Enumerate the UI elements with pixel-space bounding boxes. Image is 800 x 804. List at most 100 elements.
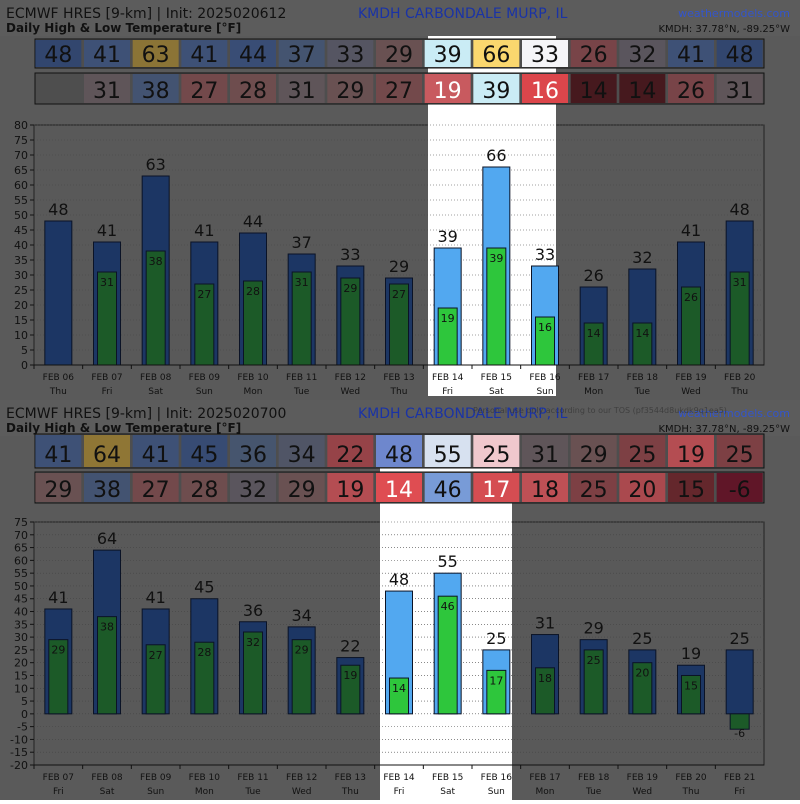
y-tick-label: 50 bbox=[14, 209, 28, 222]
low-strip-cell bbox=[668, 473, 714, 502]
y-tick-label: 0 bbox=[21, 708, 28, 721]
x-day-label: Thu bbox=[341, 787, 359, 797]
x-day-label: Sat bbox=[100, 787, 115, 797]
high-bar bbox=[44, 220, 73, 366]
y-tick-label: 70 bbox=[14, 529, 28, 542]
x-tick-label: FEB 21 bbox=[724, 773, 755, 783]
x-day-label: Sat bbox=[148, 387, 163, 397]
low-strip-cell bbox=[181, 473, 228, 502]
x-day-label: Wed bbox=[681, 387, 701, 397]
low-bar bbox=[194, 641, 215, 715]
low-bar bbox=[145, 644, 166, 715]
low-bar-label: 39 bbox=[489, 252, 503, 265]
high-strip-value: 31 bbox=[531, 443, 559, 468]
chart-subtitle: Daily High & Low Temperature [°F] bbox=[6, 421, 241, 435]
low-strip-value: 28 bbox=[239, 79, 267, 104]
low-bar-label: 25 bbox=[587, 654, 601, 667]
y-tick-label: 30 bbox=[14, 631, 28, 644]
y-tick-label: 60 bbox=[14, 554, 28, 567]
low-strip-value: 29 bbox=[336, 79, 364, 104]
high-bar-label: 36 bbox=[243, 601, 263, 620]
high-bar-label: 44 bbox=[243, 212, 263, 231]
low-strip-value: 17 bbox=[482, 478, 510, 503]
low-strip-value: 28 bbox=[190, 478, 218, 503]
high-strip-cell bbox=[619, 435, 666, 467]
high-bar bbox=[725, 649, 754, 715]
high-strip-cell bbox=[181, 40, 228, 67]
high-bar-label: 41 bbox=[681, 221, 701, 240]
low-bar bbox=[145, 250, 166, 366]
y-tick-label: 50 bbox=[14, 580, 28, 593]
high-strip-cell bbox=[376, 435, 422, 467]
x-tick-label: FEB 09 bbox=[140, 773, 172, 783]
high-bar-label: 34 bbox=[291, 606, 311, 625]
high-bar-label: 66 bbox=[486, 146, 506, 165]
low-strip-value: 14 bbox=[580, 79, 608, 104]
high-strip-value: 25 bbox=[628, 443, 656, 468]
y-tick-label: 20 bbox=[14, 657, 28, 670]
high-strip-cell bbox=[716, 40, 763, 67]
low-strip-value: 14 bbox=[385, 478, 413, 503]
forecast-panel-2: ECMWF HRES [9-km] | Init: 2025020700Dail… bbox=[0, 400, 800, 800]
y-tick-label: 45 bbox=[14, 224, 28, 237]
x-tick-label: FEB 12 bbox=[286, 773, 317, 783]
high-bar-label: 31 bbox=[535, 614, 555, 633]
low-bar-label: 29 bbox=[295, 644, 309, 657]
x-tick-label: FEB 07 bbox=[91, 373, 122, 383]
low-strip-cell bbox=[327, 473, 374, 502]
low-strip-value: 29 bbox=[44, 478, 72, 503]
low-strip-cell bbox=[84, 473, 130, 502]
low-strip-value: 18 bbox=[531, 478, 559, 503]
low-bar bbox=[583, 649, 604, 715]
high-strip-value: 66 bbox=[482, 43, 510, 68]
x-day-label: Wed bbox=[292, 787, 312, 797]
low-bar-label: 31 bbox=[733, 276, 747, 289]
high-bar-label: 25 bbox=[729, 629, 749, 648]
coords-text: KMDH: 37.78°N, -89.25°W bbox=[658, 24, 790, 35]
y-tick-label: 40 bbox=[14, 606, 28, 619]
low-strip-cell bbox=[327, 74, 374, 103]
low-bar-label: 20 bbox=[635, 667, 649, 680]
x-day-label: Mon bbox=[195, 787, 214, 797]
low-strip-value: 27 bbox=[190, 79, 218, 104]
high-strip-value: 41 bbox=[93, 43, 121, 68]
low-strip-value: 31 bbox=[93, 79, 121, 104]
x-tick-label: FEB 20 bbox=[724, 373, 756, 383]
high-strip-value: 36 bbox=[239, 443, 267, 468]
x-tick-label: FEB 12 bbox=[335, 373, 366, 383]
high-strip-value: 19 bbox=[677, 443, 705, 468]
x-tick-label: FEB 20 bbox=[675, 773, 707, 783]
high-bar-label: 63 bbox=[145, 155, 165, 174]
high-bar-label: 25 bbox=[632, 629, 652, 648]
low-strip-value: 31 bbox=[288, 79, 316, 104]
high-strip-cell bbox=[278, 40, 325, 67]
low-strip-cell bbox=[619, 473, 666, 502]
x-day-label: Sat bbox=[489, 387, 504, 397]
high-strip-cell bbox=[619, 40, 666, 67]
low-bar-label: -6 bbox=[734, 727, 745, 740]
x-day-label: Sun bbox=[196, 387, 213, 397]
location-name: KMDH CARBONDALE MURP, IL bbox=[358, 406, 568, 422]
high-strip-value: 41 bbox=[44, 443, 72, 468]
high-strip-value: 29 bbox=[385, 43, 413, 68]
low-strip-cell bbox=[278, 74, 325, 103]
y-tick-label: 25 bbox=[14, 644, 28, 657]
high-strip-value: 63 bbox=[142, 43, 170, 68]
high-bar-label: 22 bbox=[340, 637, 360, 656]
low-bar-label: 28 bbox=[197, 646, 211, 659]
x-day-label: Wed bbox=[633, 787, 653, 797]
coords-text: KMDH: 37.78°N, -89.25°W bbox=[658, 424, 790, 435]
low-bar-label: 17 bbox=[489, 674, 503, 687]
x-tick-label: FEB 15 bbox=[432, 773, 463, 783]
high-strip-cell bbox=[230, 435, 276, 467]
low-strip-cell bbox=[619, 74, 666, 103]
high-strip-cell bbox=[376, 40, 422, 67]
low-bar bbox=[291, 639, 312, 715]
chart-subtitle: Daily High & Low Temperature [°F] bbox=[6, 21, 241, 35]
high-strip-cell bbox=[424, 435, 471, 467]
x-day-label: Fri bbox=[394, 787, 405, 797]
high-bar-label: 39 bbox=[437, 227, 457, 246]
high-strip-value: 37 bbox=[288, 43, 316, 68]
high-bar-label: 29 bbox=[583, 619, 603, 638]
y-tick-label: 80 bbox=[14, 119, 28, 132]
